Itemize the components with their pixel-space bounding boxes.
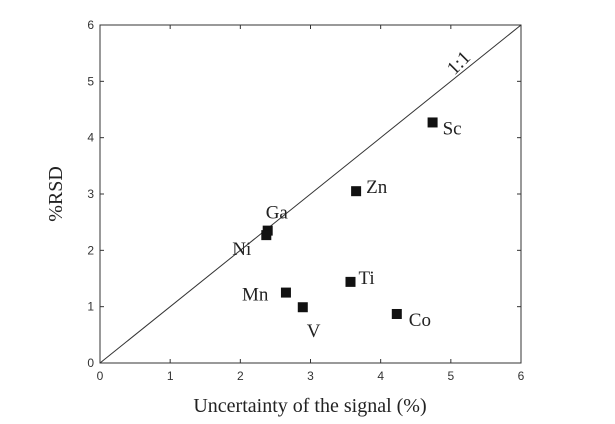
y-tick-label: 1: [87, 300, 94, 314]
point-label-ga: Ga: [266, 203, 289, 224]
x-tick-label: 4: [377, 369, 384, 383]
x-tick-label: 2: [237, 369, 244, 383]
point-label-sc: Sc: [443, 118, 462, 139]
x-tick-label: 5: [447, 369, 454, 383]
point-label-ti: Ti: [358, 268, 374, 289]
reference-line: [99, 24, 522, 364]
x-tick-label: 1: [167, 369, 174, 383]
y-tick-label: 2: [87, 243, 94, 257]
y-axis-label: %RSD: [45, 166, 67, 222]
y-tick-label: 6: [87, 18, 94, 32]
point-label-v: V: [307, 321, 321, 342]
data-point-ni: [261, 230, 272, 241]
data-point-zn: [351, 186, 362, 197]
data-point-v: [297, 302, 308, 313]
x-tick-label: 0: [97, 369, 104, 383]
point-label-ni: Ni: [232, 239, 251, 260]
data-point-co: [391, 308, 402, 319]
point-label-mn: Mn: [242, 285, 269, 306]
y-tick-label: 0: [87, 356, 94, 370]
x-tick-label: 3: [307, 369, 314, 383]
x-axis-label: Uncertainty of the signal (%): [193, 395, 426, 417]
y-tick-label: 5: [87, 74, 94, 88]
point-label-zn: Zn: [366, 177, 388, 198]
data-point-ti: [345, 276, 356, 287]
x-tick-label: 6: [518, 369, 525, 383]
point-label-co: Co: [409, 310, 431, 331]
data-point-sc: [427, 117, 438, 128]
reference-line-label: 1:1: [443, 47, 475, 79]
y-tick-label: 3: [87, 187, 94, 201]
data-point-mn: [280, 287, 291, 298]
y-tick-label: 4: [87, 131, 94, 145]
